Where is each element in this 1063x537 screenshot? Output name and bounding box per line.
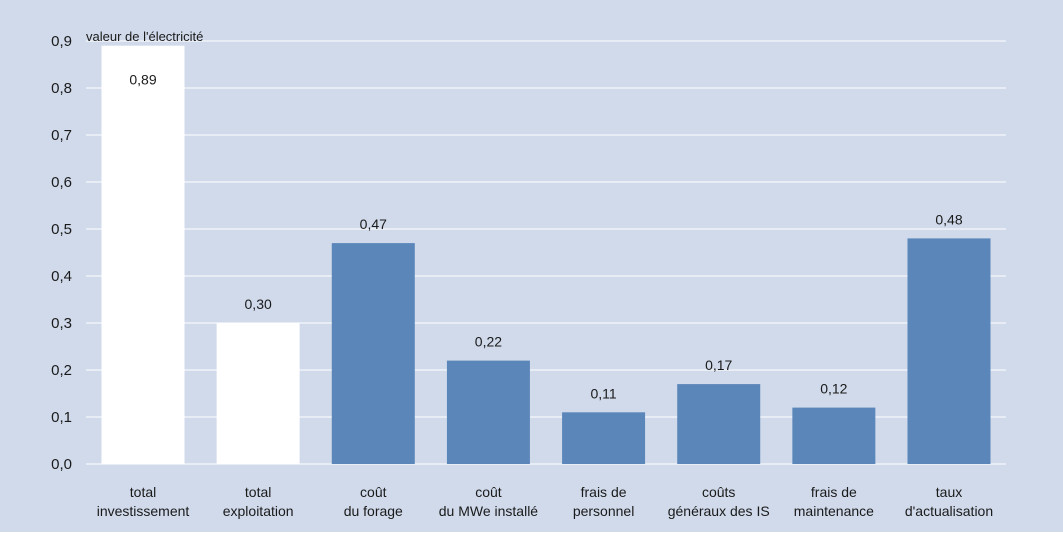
y-tick-label: 0,9 (51, 33, 72, 50)
bar-value-label: 0,11 (590, 385, 616, 401)
y-tick-label: 0,6 (51, 174, 72, 191)
y-tick-label: 0,2 (51, 362, 72, 379)
category-label-line: total (245, 484, 271, 500)
y-tick-label: 0,3 (51, 315, 72, 332)
y-tick-label: 0,4 (51, 268, 72, 285)
y-tick-label: 0,8 (51, 80, 72, 97)
y-tick-label: 0,7 (51, 127, 72, 144)
bar (216, 323, 300, 464)
category-labels: total investissement total exploitation coût… (97, 484, 993, 519)
y-tick-label: 0,1 (51, 409, 72, 426)
category-label-line: investissement (97, 503, 190, 519)
category-label-line: frais de (581, 484, 627, 500)
category-label-line: personnel (573, 503, 635, 519)
y-tick-label: 0,5 (51, 221, 72, 238)
y-axis-ticks: 0,0 0,1 0,2 0,3 0,4 0,5 0,6 0,7 0,8 0,9 (51, 33, 72, 473)
category-label: coût du forage (344, 484, 403, 519)
bar (792, 407, 876, 464)
category-label: taux d'actualisation (905, 484, 993, 519)
category-label-line: taux (936, 484, 962, 500)
category-label-line: total (130, 484, 156, 500)
category-label: coûts généraux des IS (668, 484, 770, 519)
bar (101, 45, 185, 464)
category-label: total investissement (97, 484, 190, 519)
bar (331, 243, 415, 464)
category-label-line: coût (475, 484, 502, 500)
category-label-line: d'actualisation (905, 503, 993, 519)
bars (101, 45, 991, 464)
category-label-line: du MWe installé (439, 503, 539, 519)
bar-value-label: 0,22 (475, 334, 502, 350)
category-label-line: maintenance (794, 503, 874, 519)
bar (562, 412, 646, 464)
bar (446, 360, 530, 464)
category-label-line: exploitation (223, 503, 294, 519)
bar-value-label: 0,17 (705, 357, 732, 373)
bar-value-label: 0,47 (360, 216, 387, 232)
category-label-line: coûts (702, 484, 735, 500)
category-label-line: du forage (344, 503, 403, 519)
chart-annotation: valeur de l'électricité (86, 29, 203, 44)
category-label: total exploitation (223, 484, 294, 519)
bar-value-labels: 0,89 0,30 0,47 0,22 0,11 0,17 0,12 0,48 (129, 72, 962, 402)
bar-value-label: 0,12 (820, 381, 847, 397)
category-label: coût du MWe installé (439, 484, 539, 519)
y-tick-label: 0,0 (51, 456, 72, 473)
bar-value-label: 0,48 (935, 211, 962, 227)
category-label-line: frais de (811, 484, 857, 500)
category-label: frais de maintenance (794, 484, 874, 519)
category-label-line: généraux des IS (668, 503, 770, 519)
bar (907, 238, 991, 464)
category-label-line: coût (360, 484, 387, 500)
bar (677, 384, 761, 464)
bar-value-label: 0,89 (129, 72, 156, 88)
category-label: frais de personnel (573, 484, 635, 519)
bar-value-label: 0,30 (245, 296, 272, 312)
